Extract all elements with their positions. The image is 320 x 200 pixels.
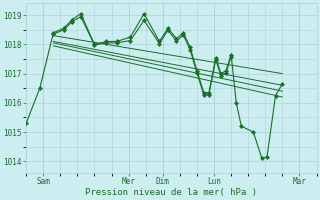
X-axis label: Pression niveau de la mer( hPa ): Pression niveau de la mer( hPa ) (85, 188, 257, 197)
